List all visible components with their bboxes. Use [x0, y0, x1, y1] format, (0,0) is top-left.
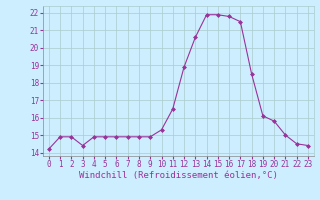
X-axis label: Windchill (Refroidissement éolien,°C): Windchill (Refroidissement éolien,°C) — [79, 171, 278, 180]
